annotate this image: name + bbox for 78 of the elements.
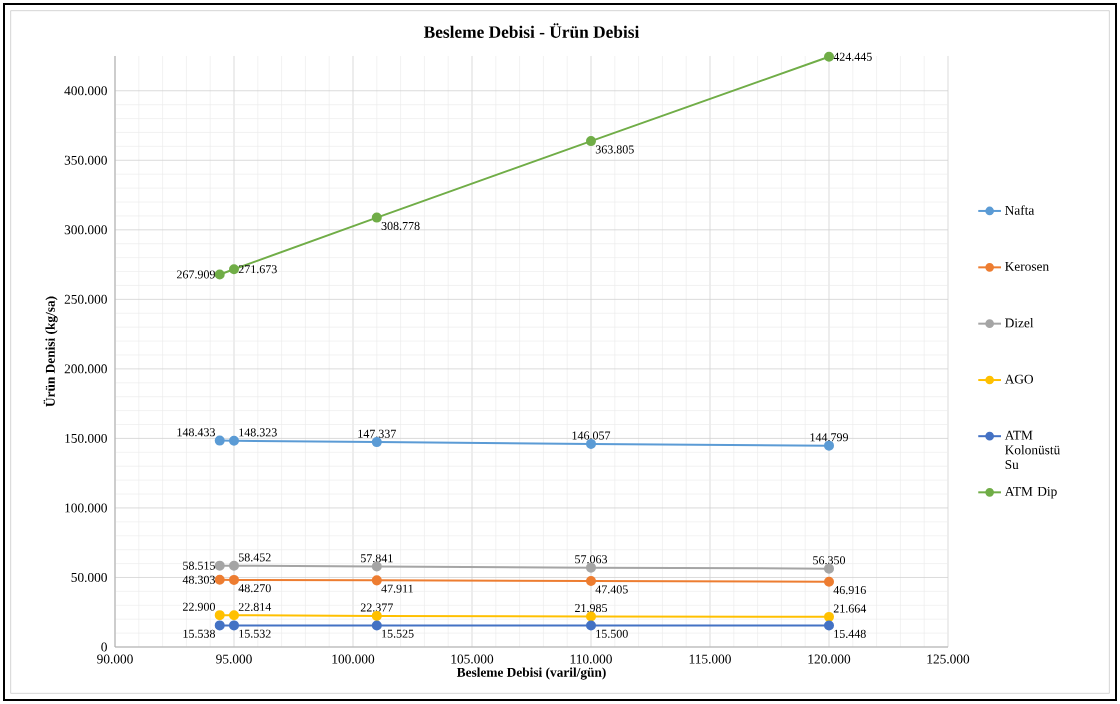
point — [824, 620, 835, 631]
point — [371, 620, 382, 631]
data-label: 363.805 — [595, 145, 634, 154]
point — [229, 610, 240, 621]
data-label: 15.525 — [382, 629, 414, 638]
data-label: 424.445 — [833, 52, 872, 61]
point — [824, 576, 835, 587]
data-label: 15.500 — [596, 629, 628, 638]
x-tick-label: 100.000 — [332, 654, 375, 664]
data-label: 15.538 — [183, 629, 215, 638]
data-label: 22.814 — [238, 602, 272, 612]
data-label: 21.985 — [575, 604, 608, 613]
data-label: 15.448 — [834, 629, 866, 638]
x-tick-label: 125.000 — [927, 654, 970, 664]
legend-label: Dizel — [1005, 318, 1034, 328]
x-tick-label: 120.000 — [808, 654, 851, 664]
point — [229, 560, 240, 571]
point — [214, 269, 225, 280]
point — [214, 610, 225, 621]
x-tick-label: 95.000 — [216, 654, 252, 664]
y-tick-label: 50.000 — [71, 572, 107, 582]
point — [214, 435, 225, 446]
point — [229, 620, 240, 631]
legend-label: AGO — [1004, 374, 1034, 384]
data-label: 58.515 — [183, 561, 215, 570]
legend-label: ATM Dip — [1004, 486, 1057, 499]
data-label: 48.303 — [182, 575, 215, 584]
data-label: 47.405 — [595, 585, 628, 594]
data-label: 58.452 — [238, 553, 271, 562]
point — [586, 136, 597, 147]
x-tick-label: 105.000 — [451, 654, 494, 664]
data-label: 48.270 — [238, 584, 271, 593]
data-label: 144.799 — [810, 433, 849, 442]
legend-label: Kerosen — [1005, 261, 1049, 271]
data-label: 46.916 — [833, 586, 866, 595]
point — [371, 437, 382, 448]
point — [214, 560, 225, 571]
data-label: 271.673 — [238, 265, 277, 274]
point — [586, 611, 597, 622]
y-tick-label: 250.000 — [64, 294, 107, 304]
data-label: 22.377 — [360, 603, 393, 612]
legend-label: ATM Kolonüstü Su — [1004, 430, 1061, 470]
point — [229, 574, 240, 585]
data-label: 148.433 — [177, 428, 215, 437]
point — [586, 576, 597, 587]
data-label: 267.909 — [176, 270, 215, 279]
data-label: 148.323 — [239, 428, 277, 437]
y-tick-label: 0 — [101, 642, 107, 652]
y-tick-label: 400.000 — [64, 86, 107, 96]
chart-title: Besleme Debisi - Ürün Debisi — [423, 23, 640, 38]
data-label: 47.911 — [381, 584, 413, 593]
point — [824, 611, 835, 622]
legend-label: Nafta — [1005, 205, 1035, 215]
data-label: 146.057 — [572, 431, 611, 440]
point — [371, 575, 382, 586]
y-tick-label: 300.000 — [64, 225, 107, 235]
point — [586, 620, 597, 631]
x-tick-label: 115.000 — [689, 654, 731, 664]
point — [229, 435, 240, 446]
y-axis-title: Ürün Denisi (kg/sa) — [43, 296, 58, 407]
x-tick-label: 90.000 — [97, 654, 133, 664]
point — [214, 620, 225, 631]
data-label: 308.778 — [381, 221, 420, 231]
data-label: 57.841 — [361, 554, 393, 563]
x-tick-label: 110.000 — [570, 654, 612, 664]
y-tick-label: 100.000 — [65, 503, 107, 513]
y-tick-label: 150.000 — [65, 433, 107, 443]
y-tick-label: 350.000 — [64, 155, 107, 165]
data-label: 147.337 — [358, 429, 396, 438]
data-label: 57.063 — [575, 555, 608, 564]
x-axis-title: Besleme Debisi (varil/gün) — [456, 667, 606, 680]
data-label: 21.664 — [833, 604, 867, 613]
data-label: 56.350 — [813, 556, 846, 565]
point — [214, 574, 225, 585]
y-tick-label: 200.000 — [64, 364, 107, 374]
data-label: 22.900 — [182, 602, 215, 611]
data-label: 15.532 — [239, 629, 271, 638]
point — [371, 212, 382, 223]
